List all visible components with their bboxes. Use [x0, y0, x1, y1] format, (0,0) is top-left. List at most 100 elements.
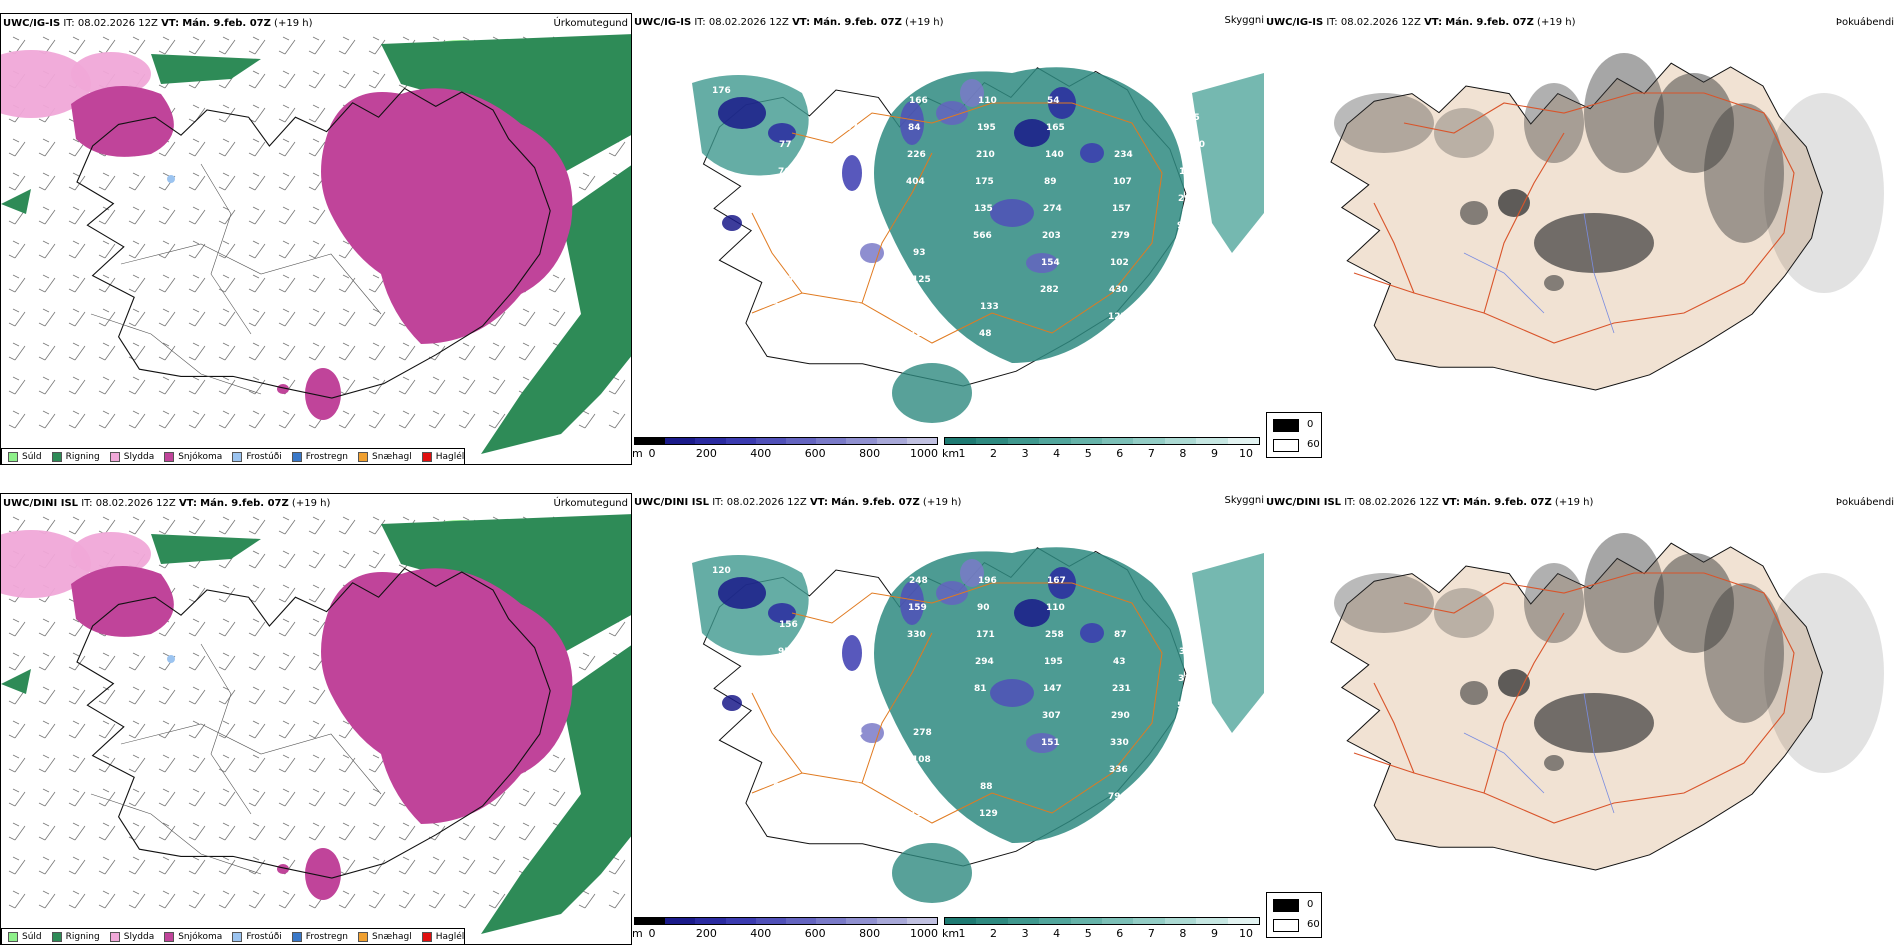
colorbar-swatches: [944, 917, 1260, 925]
precip-legend-item: Rigning: [51, 932, 100, 942]
visibility-value-label: 195: [977, 123, 996, 133]
visibility-value-label: 54: [1047, 96, 1060, 106]
fog-legend-swatch: [1273, 919, 1299, 932]
colorbar-tick: 800: [859, 447, 881, 460]
visibility-colorbar-bottom: km 1 2 3 4 5 6 7 8 9 10: [942, 917, 1260, 943]
visibility-value-label: 108: [912, 755, 931, 765]
fog-panel-bottom: UWC/DINI ISL IT: 08.02.2026 12Z VT: Mán.…: [1264, 493, 1900, 945]
colorbar-swatch: [976, 918, 1008, 924]
colorbar-tick: 400: [750, 447, 772, 460]
visibility-value-label: 210: [976, 150, 995, 160]
visibility-value-label: 267: [846, 194, 865, 204]
precip-legend-label: Frostregn: [305, 452, 349, 462]
colorbar-swatch: [945, 918, 977, 924]
visibility-value-label: 178: [1176, 728, 1195, 738]
colorbar-tick: 600: [804, 447, 826, 460]
colorbar-swatch: [816, 918, 847, 924]
precip-panel-bottom-title: UWC/DINI ISL IT: 08.02.2026 12Z VT: Mán.…: [3, 498, 331, 509]
visibility-value-label: 92: [774, 755, 787, 765]
precip-legend-swatch: [421, 452, 432, 462]
precip-panel-top: UWC/IG-IS IT: 08.02.2026 12Z VT: Mán. 9.…: [0, 13, 632, 465]
colorbar-unit: km: [942, 927, 960, 940]
precip-legend-item: Snjókoma: [164, 932, 222, 942]
colorbar-swatch: [1007, 438, 1040, 444]
visibility-value-label: 184: [844, 728, 863, 738]
visibility-value-label: 196: [978, 576, 997, 586]
colorbar-tick: 9: [1210, 927, 1218, 940]
colorbar-unit: m: [632, 447, 643, 460]
visibility-value-label: 92: [1177, 221, 1190, 231]
visibility-value-label: 356: [772, 329, 791, 339]
colorbar-tick: 6: [1116, 927, 1124, 940]
fog-legend-label: 0: [1307, 419, 1314, 430]
fog-legend-swatch: [1273, 899, 1299, 912]
colorbar-tick: 3: [1021, 447, 1029, 460]
colorbar-swatch: [635, 918, 666, 924]
precip-legend-swatch: [8, 932, 18, 942]
colorbar-swatch: [976, 438, 1008, 444]
precip-legend-swatch: [164, 932, 175, 942]
colorbar-swatch: [1196, 438, 1228, 444]
precip-legend-label: Snæhagl: [372, 452, 412, 462]
visibility-value-label: 285: [776, 701, 795, 711]
precip-legend-item: Slydda: [109, 932, 155, 942]
colorbar-swatch: [665, 438, 696, 444]
colorbar-swatch: [876, 438, 907, 444]
colorbar-swatch: [1227, 918, 1260, 924]
colorbar-swatch: [1039, 918, 1071, 924]
colorbar-tick: 800: [859, 927, 881, 940]
visibility-value-label: 258: [1045, 630, 1064, 640]
fog-map-top: [1330, 53, 1884, 391]
visibility-value-label: 337: [839, 123, 858, 133]
precip-map-bottom: [1, 514, 631, 934]
precip-legend-swatch: [232, 932, 243, 942]
visibility-value-label: 481: [840, 576, 859, 586]
colorbar-swatch: [945, 438, 977, 444]
fog-panel-bottom-type: Þokuábendi: [1835, 497, 1894, 508]
visibility-value-label: 105: [1181, 113, 1200, 123]
colorbar-swatch: [1227, 438, 1260, 444]
colorbar-swatch: [755, 438, 787, 444]
precip-legend-swatch: [164, 452, 175, 462]
colorbar-swatch: [816, 438, 847, 444]
visibility-value-label: 76: [777, 194, 790, 204]
visibility-value-label: 330: [1110, 738, 1129, 748]
colorbar-swatch: [1164, 918, 1197, 924]
precip-legend-label: Frostúði: [246, 932, 282, 942]
colorbar-tick: 5: [1084, 447, 1092, 460]
precip-legend-bottom: Súld Rigning Slydda Snjókoma Frostúði Frostre…: [1, 928, 465, 944]
colorbar-swatches: [634, 917, 938, 925]
visibility-value-label: 95: [778, 647, 791, 657]
visibility-panel-top: UWC/IG-IS IT: 08.02.2026 12Z VT: Mán. 9.…: [632, 13, 1264, 465]
visibility-map-top: 176 77 267 93 133 54 234 105 76 25 125 48 165 107 1050…: [692, 67, 1264, 423]
precip-legend-label: Súld: [22, 452, 42, 462]
precip-legend-item: Frostúði: [232, 452, 282, 462]
colorbar-tick: 9: [1210, 447, 1218, 460]
visibility-value-label: 147: [1043, 684, 1062, 694]
visibility-value-label: 234: [1114, 150, 1133, 160]
colorbar-tick: 8: [1179, 447, 1187, 460]
visibility-value-label: 290: [1111, 711, 1130, 721]
visibility-value-label: 404: [906, 177, 925, 187]
visibility-value-label: 110: [1046, 603, 1065, 613]
colorbar-swatch: [1102, 438, 1134, 444]
elevation-colorbar-bottom: m 0 200 400 600 800 1000: [632, 917, 938, 943]
precip-legend-swatch: [291, 932, 302, 942]
visibility-value-label: 81: [974, 684, 987, 694]
visibility-value-label: 110: [978, 96, 997, 106]
visibility-value-label: 129: [1179, 167, 1198, 177]
visibility-value-label: 135: [974, 204, 993, 214]
colorbar-unit: km: [942, 447, 960, 460]
visibility-value-label: 43: [1113, 657, 1126, 667]
visibility-value-label: 89: [1044, 177, 1057, 187]
precip-legend-label: Slydda: [123, 932, 155, 942]
fog-legend-label: 60: [1307, 439, 1320, 450]
visibility-value-label: 84: [908, 123, 921, 133]
colorbar-tick: 2: [990, 927, 998, 940]
precip-legend-swatch: [51, 452, 62, 462]
colorbar-tick: 4: [1053, 927, 1061, 940]
colorbar-swatch: [1102, 918, 1134, 924]
visibility-value-label: 330: [907, 630, 926, 640]
colorbar-swatch: [695, 918, 726, 924]
visibility-value-label: 140: [1045, 150, 1064, 160]
